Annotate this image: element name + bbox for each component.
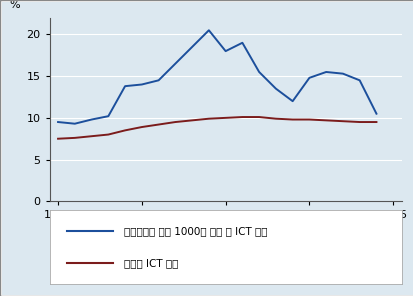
Text: 전체중 ICT 비중: 전체중 ICT 비중 xyxy=(123,258,178,268)
Text: 영업이익률 상위 1000대 기업 중 ICT 비중: 영업이익률 상위 1000대 기업 중 ICT 비중 xyxy=(123,226,266,236)
Y-axis label: %: % xyxy=(9,0,20,10)
